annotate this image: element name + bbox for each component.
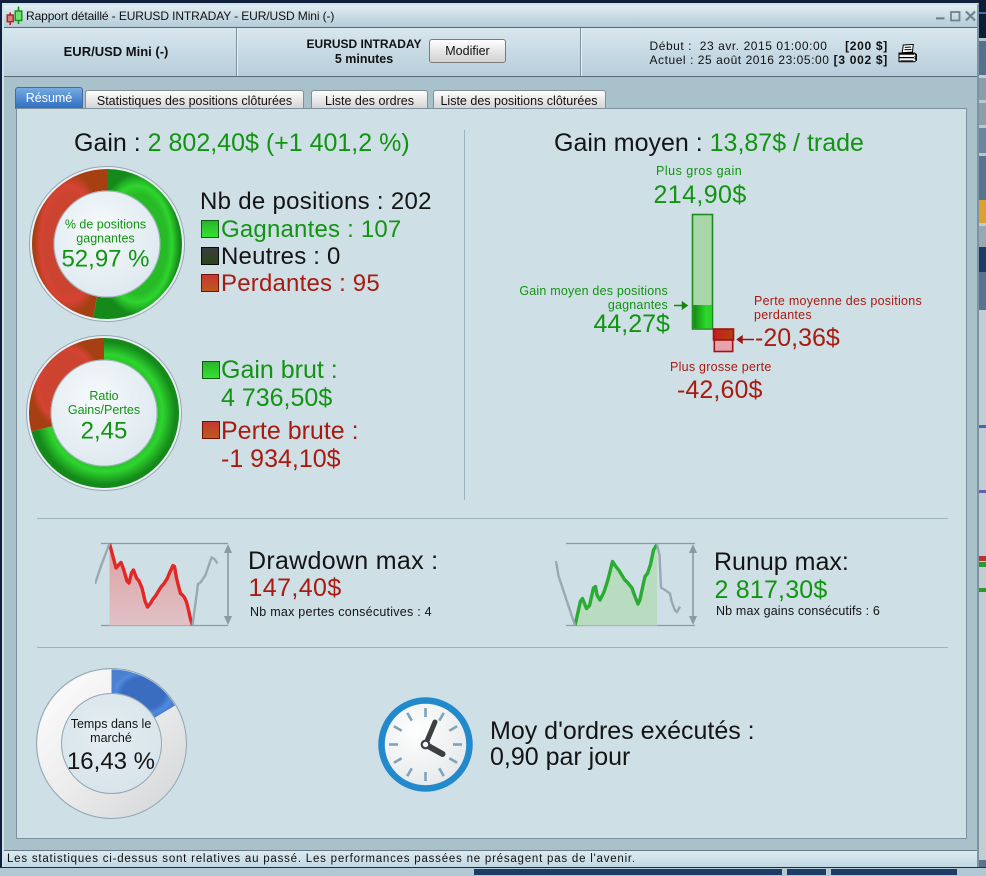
- svg-text:marché: marché: [90, 731, 132, 745]
- svg-text:Gains/Pertes: Gains/Pertes: [68, 403, 140, 417]
- svg-text:Temps dans le: Temps dans le: [71, 717, 152, 731]
- svg-text:% de positions: % de positions: [64, 217, 145, 231]
- svg-text:16,43 %: 16,43 %: [67, 748, 155, 775]
- svg-text:2,45: 2,45: [81, 418, 128, 445]
- svg-text:52,97 %: 52,97 %: [61, 246, 149, 273]
- svg-text:gagnantes: gagnantes: [76, 231, 134, 245]
- svg-text:Ratio: Ratio: [89, 389, 118, 403]
